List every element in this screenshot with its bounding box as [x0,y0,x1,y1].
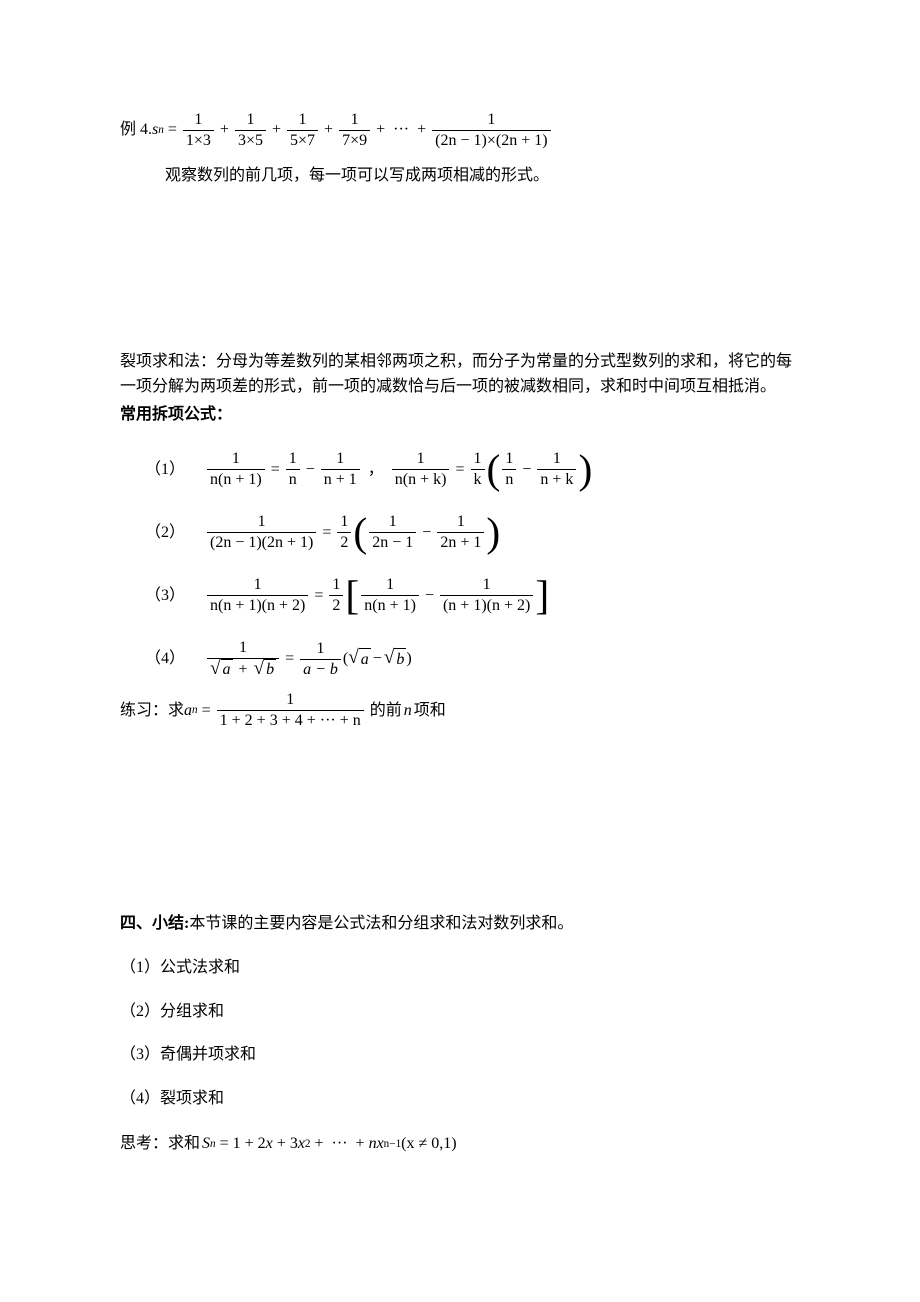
formula-4: （4） 1 √a + √b = 1 a − b ( √a − √b ) [120,638,800,680]
formula-2: （2） 1(2n − 1)(2n + 1) = 12 ( 12n − 1 − 1… [120,512,800,553]
document-page: 例 4. sn = 11×3 + 13×5 + 15×7 + 17×9 + ··… [0,0,920,1302]
left-paren-icon: ( [487,453,501,486]
formula-3-label: （3） [120,585,205,607]
formula-3: （3） 1n(n + 1)(n + 2) = 12 [ 1n(n + 1) − … [120,575,800,616]
left-bracket-icon: [ [345,579,359,612]
summary-item-4: （4）裂项求和 [120,1086,800,1112]
formula-1: （1） 1n(n + 1) = 1n − 1n + 1 ， 1n(n + k) … [120,449,800,490]
formula-2-label: （2） [120,522,205,544]
right-paren-icon: ) [486,516,500,549]
example-4-note: 观察数列的前几项，每一项可以写成两项相减的形式。 [120,163,800,189]
formula-4-label: （4） [120,648,205,670]
term-2: 13×5 [235,110,266,151]
summary-item-2: （2）分组求和 [120,999,800,1025]
sqrt-icon: √b [254,659,277,680]
think-problem: 思考：求和 Sn = 1 + 2x + 3x2 + ··· + nxn−1 (x… [120,1133,800,1155]
right-paren-icon: ) [578,453,592,486]
formula-1-label: （1） [120,459,205,481]
term-last: 1 (2n − 1)×(2n + 1) [432,110,550,151]
dots: ··· [389,119,413,141]
summary-item-1: （1）公式法求和 [120,955,800,981]
term-1: 11×3 [183,110,214,151]
sqrt-icon: √b [384,648,407,671]
term-3: 15×7 [287,110,318,151]
equals: = [164,119,181,141]
example-4-equation: 例 4. sn = 11×3 + 13×5 + 15×7 + 17×9 + ··… [120,110,800,151]
method-description: 裂项求和法：分母为等差数列的某相邻两项之积，而分子为常量的分式型数列的求和，将它… [120,349,800,400]
practice-prefix: 练习：求 [120,700,184,722]
formula-header: 常用拆项公式： [120,402,800,428]
term-4: 17×9 [339,110,370,151]
left-paren-icon: ( [353,516,367,549]
sqrt-icon: √a [348,648,371,671]
right-bracket-icon: ] [535,579,549,612]
summary-title: 四、小结:本节课的主要内容是公式法和分组求和法对数列求和。 [120,911,800,937]
summary-item-3: （3）奇偶并项求和 [120,1042,800,1068]
example-4-label: 例 4. [120,119,152,141]
sqrt-icon: √a [210,659,233,680]
practice-problem: 练习：求 an = 1 1 + 2 + 3 + 4 + ··· + n 的前 n… [120,690,800,731]
